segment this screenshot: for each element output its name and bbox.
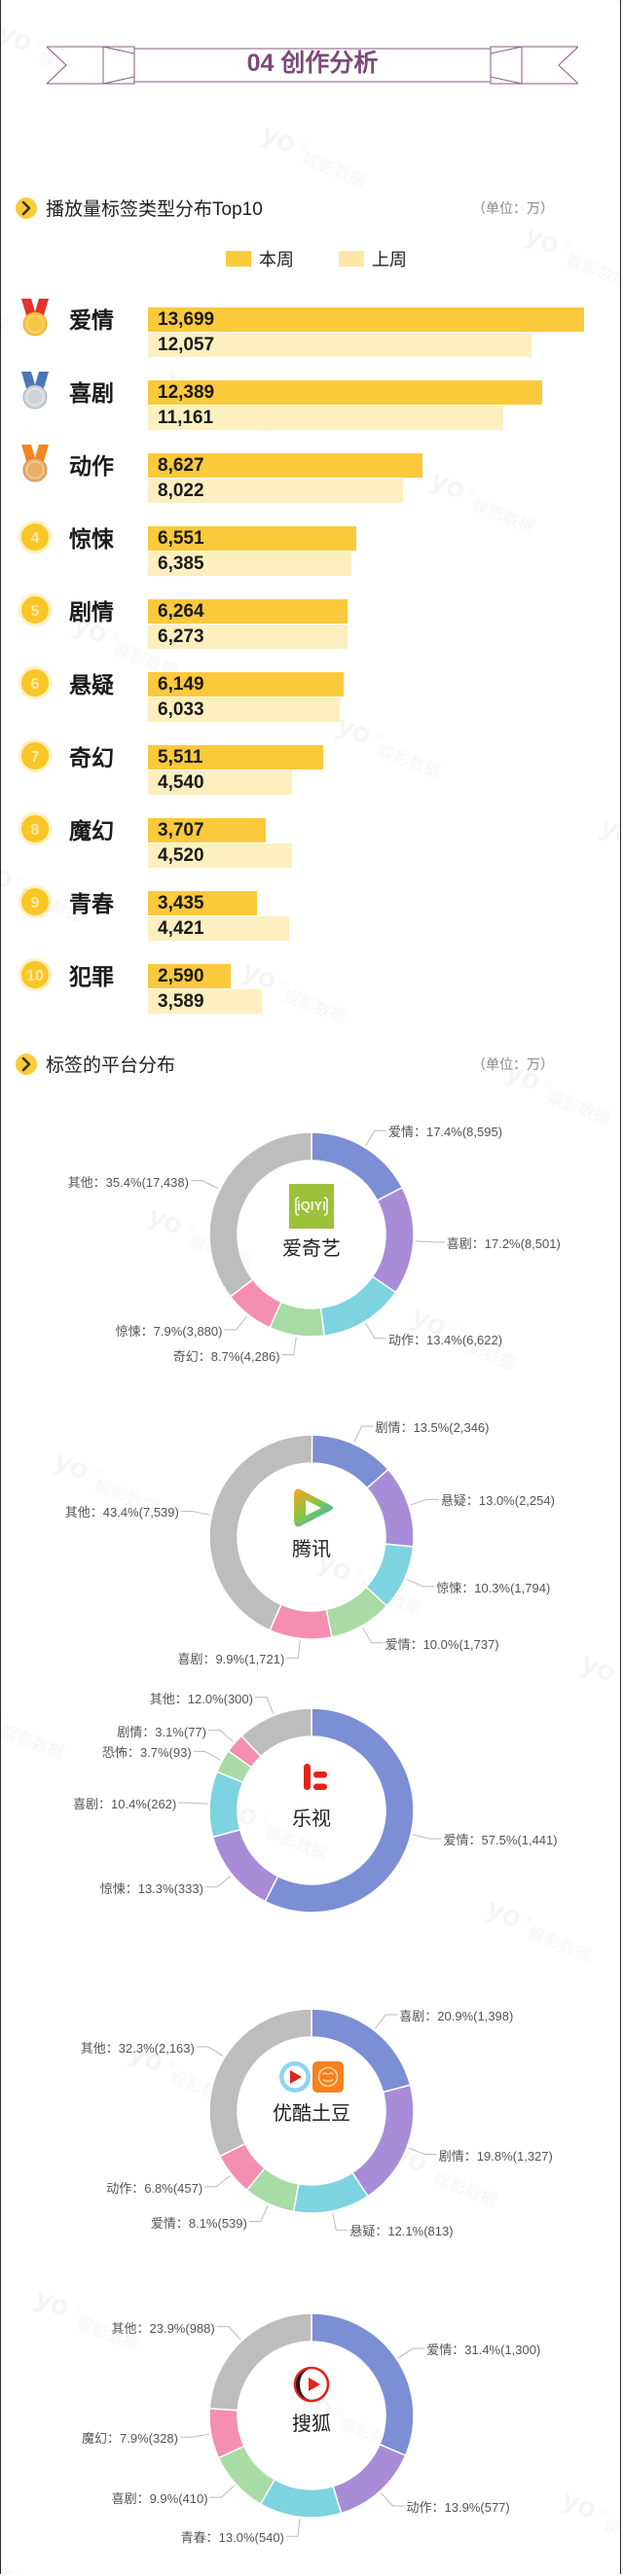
svg-text:iQIYI: iQIYI (297, 1199, 326, 1213)
